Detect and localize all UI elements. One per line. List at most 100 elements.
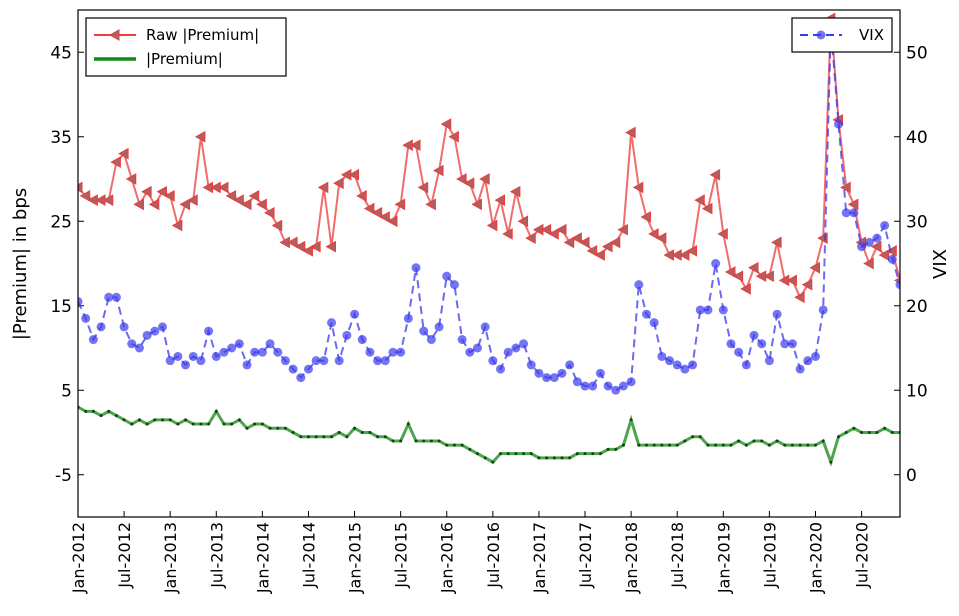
- vix-point: [557, 368, 567, 378]
- premium-dot: [545, 456, 549, 460]
- vix-point: [234, 339, 244, 349]
- premium-dot: [668, 443, 672, 447]
- premium-point: [863, 257, 874, 270]
- x-tick-label: Jan-2013: [161, 522, 180, 594]
- premium-dot: [414, 439, 418, 443]
- x-tick-label: Jan-2018: [622, 522, 641, 594]
- vix-point: [626, 377, 636, 387]
- premium-point: [171, 219, 183, 232]
- premium-dot: [614, 447, 618, 451]
- vix-point: [319, 356, 329, 366]
- vix-point: [188, 351, 198, 361]
- premium-dot: [406, 422, 410, 426]
- x-tick-label: Jan-2019: [714, 522, 733, 594]
- premium-dot: [483, 456, 487, 460]
- vix-point: [434, 322, 444, 332]
- premium-dot: [460, 443, 464, 447]
- premium-dot: [214, 409, 218, 413]
- premium-dot: [675, 443, 679, 447]
- premium-dot: [222, 422, 226, 426]
- premium-point: [371, 206, 383, 219]
- vix-point: [81, 313, 91, 323]
- premium-point: [379, 211, 390, 223]
- vix-point: [472, 343, 482, 353]
- premium-point: [625, 126, 636, 139]
- x-tick-label: Jul-2015: [392, 522, 411, 589]
- vix-point: [772, 309, 782, 319]
- premium-point: [179, 198, 191, 211]
- premium-point: [264, 206, 275, 219]
- y-axis-label: |Premium| in bps: [10, 188, 31, 340]
- premium-dot: [245, 426, 249, 430]
- premium-dot: [506, 452, 510, 456]
- vix-point: [365, 347, 375, 357]
- vix-point: [442, 271, 452, 281]
- x-tick-label: Jan-2020: [806, 522, 825, 594]
- premium-point: [79, 190, 91, 202]
- vix-point: [419, 326, 429, 336]
- vix-point: [411, 263, 421, 273]
- premium-dot: [522, 452, 526, 456]
- premium-point: [794, 291, 805, 304]
- premium-point: [586, 244, 598, 257]
- premium-point: [617, 223, 628, 236]
- vix-point: [580, 381, 590, 391]
- premium-dot: [130, 422, 134, 426]
- premium-point: [164, 190, 175, 202]
- premium-dot: [698, 435, 702, 439]
- premium-dot: [345, 435, 349, 439]
- premium-dot: [783, 443, 787, 447]
- vix-point: [480, 322, 490, 332]
- plot-area: [78, 12, 900, 467]
- premium-dot: [837, 435, 841, 439]
- premium-point: [256, 198, 267, 211]
- vix-point: [380, 356, 390, 366]
- premium-point: [271, 219, 283, 232]
- vix-point: [649, 318, 659, 328]
- premium-dot: [260, 422, 264, 426]
- premium-point: [463, 177, 475, 190]
- premium-dot: [429, 439, 433, 443]
- premium-dot: [568, 456, 572, 460]
- vix-point: [449, 280, 459, 290]
- vix-point: [488, 356, 498, 366]
- premium-dot: [714, 443, 718, 447]
- premium-dot: [706, 443, 710, 447]
- premium-dot: [767, 443, 771, 447]
- premium-dot: [445, 443, 449, 447]
- premium-dot: [137, 418, 141, 422]
- series-line: [78, 405, 900, 467]
- premium-dot: [729, 443, 733, 447]
- premium-dot: [552, 456, 556, 460]
- vix-point: [834, 119, 844, 129]
- premium-point: [786, 274, 797, 287]
- vix-point: [680, 364, 690, 374]
- vix-point: [657, 351, 667, 361]
- premium-point: [809, 261, 820, 274]
- premium-dot: [499, 452, 503, 456]
- premium-point: [717, 228, 728, 240]
- premium-dot: [529, 452, 533, 456]
- y-tick-label: 35: [50, 128, 72, 148]
- premium-point: [348, 168, 360, 181]
- vix-point: [695, 305, 705, 315]
- premium-dot: [145, 422, 149, 426]
- premium-dot: [84, 409, 88, 413]
- premium-dot: [268, 426, 272, 430]
- premium-point: [486, 219, 498, 232]
- premium-point: [187, 194, 198, 206]
- premium-point: [847, 198, 859, 211]
- vix-point: [242, 360, 252, 370]
- vix-point: [665, 356, 675, 366]
- premium-dot: [691, 435, 695, 439]
- premium-dot: [583, 452, 587, 456]
- premium-dot: [191, 422, 195, 426]
- premium-point: [333, 177, 344, 190]
- vix-point: [764, 356, 774, 366]
- premium-point: [356, 190, 367, 202]
- vix-point: [803, 356, 813, 366]
- premium-point: [363, 202, 375, 215]
- y-tick-label: 15: [50, 297, 72, 317]
- premium-dot: [867, 431, 871, 434]
- vix-point: [196, 356, 206, 366]
